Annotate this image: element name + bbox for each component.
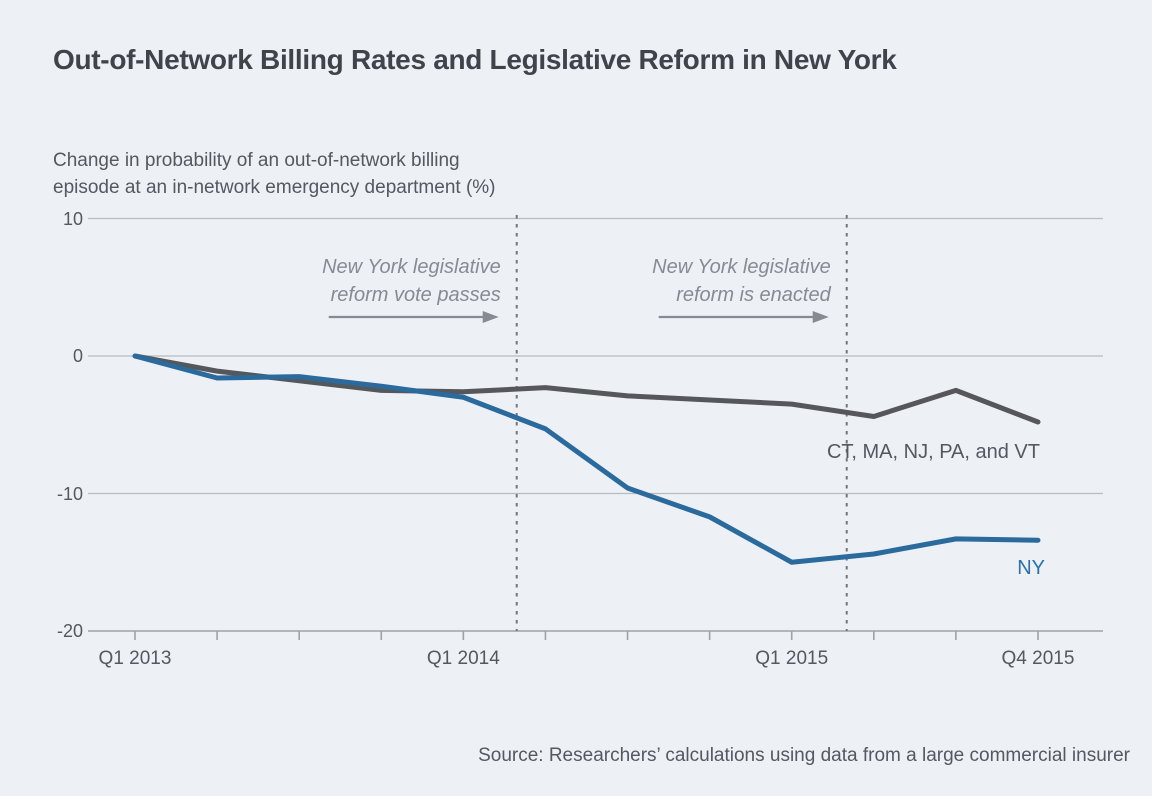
y-tick-label: -20	[56, 621, 83, 641]
series-label-ny: NY	[1017, 557, 1045, 579]
data-line-ny	[132, 353, 1041, 565]
x-tick-label: Q1 2013	[98, 648, 172, 669]
x-tick-label: Q1 2015	[755, 648, 829, 669]
y-tick-label: 0	[72, 346, 83, 366]
annotation-reform-enacted: New York legislative reform is enacted	[652, 256, 831, 306]
source-note: Source: Researchers’ calculations using …	[478, 745, 1130, 766]
annotation-arrow-head	[812, 311, 829, 323]
data-line-control-states	[132, 353, 1041, 425]
series-label-control-states: CT, MA, NJ, PA, and VT	[826, 441, 1040, 463]
x-tick-label: Q1 2014	[426, 648, 500, 669]
y-tick-label: 10	[62, 208, 83, 229]
annotation-arrow-head	[482, 311, 499, 323]
y-axis-description: Change in probability of an out-of-netwo…	[53, 150, 496, 198]
chart-title: Out-of-Network Billing Rates and Legisla…	[53, 44, 897, 75]
y-tick-label: -10	[56, 483, 83, 504]
x-tick-label: Q4 2015	[1001, 648, 1075, 669]
annotation-reform-vote-passes: New York legislative reform vote passes	[322, 256, 501, 306]
